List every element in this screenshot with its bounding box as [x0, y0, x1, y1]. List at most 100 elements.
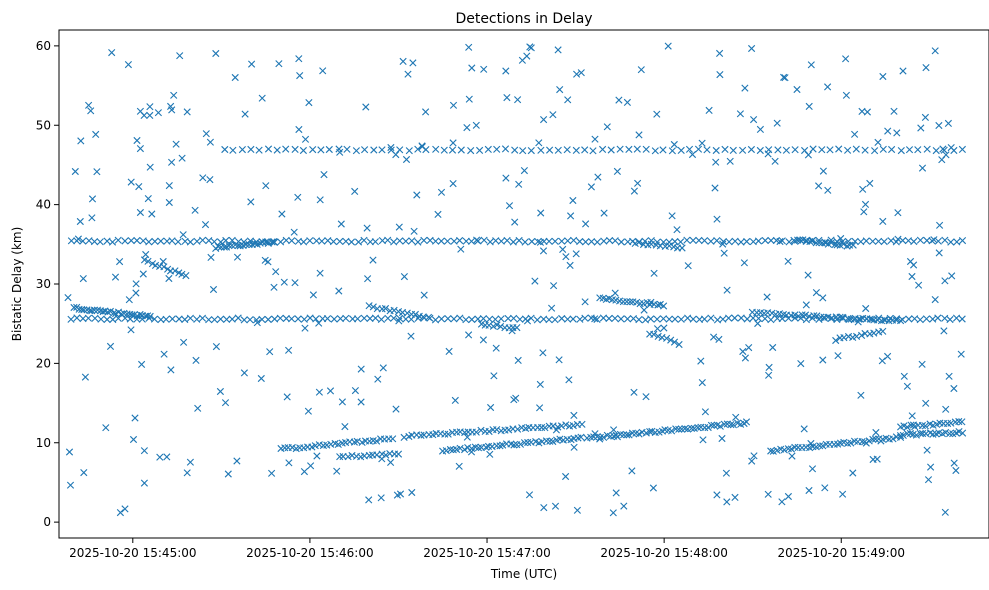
data-point: [456, 444, 464, 452]
data-point: [121, 505, 129, 513]
data-point: [596, 433, 604, 441]
data-point: [264, 145, 273, 153]
data-point: [266, 348, 274, 356]
data-point: [959, 429, 967, 437]
data-point: [258, 315, 266, 323]
data-point: [193, 315, 201, 323]
data-point: [467, 147, 475, 155]
data-point: [116, 258, 124, 266]
data-point: [393, 491, 401, 499]
data-point: [828, 314, 836, 322]
data-point: [531, 277, 539, 285]
data-point: [473, 236, 481, 244]
data-point: [700, 315, 709, 323]
data-point: [593, 238, 601, 246]
data-point: [276, 314, 284, 322]
data-point: [199, 174, 207, 182]
data-point: [336, 237, 344, 245]
data-point: [486, 238, 494, 246]
data-point: [198, 314, 207, 322]
data-point: [168, 237, 176, 245]
data-point: [784, 445, 792, 453]
data-point: [737, 238, 745, 246]
data-point: [96, 238, 104, 246]
data-point: [486, 450, 494, 458]
data-point: [108, 49, 116, 57]
data-point: [64, 294, 72, 302]
data-point: [623, 315, 632, 323]
data-point: [701, 408, 709, 416]
data-point: [408, 488, 416, 497]
data-point: [771, 157, 779, 165]
data-point: [800, 425, 808, 433]
data-point: [403, 309, 411, 317]
data-point: [725, 314, 733, 322]
data-point: [660, 302, 668, 310]
data-point: [546, 437, 554, 445]
data-point: [132, 289, 140, 297]
data-point: [73, 314, 81, 322]
data-point: [742, 418, 751, 426]
data-point: [342, 314, 350, 322]
data-point: [236, 242, 244, 250]
data-point: [301, 135, 310, 143]
data-point: [238, 146, 246, 154]
data-point: [472, 121, 480, 129]
data-point: [146, 163, 154, 171]
data-point: [305, 99, 313, 107]
data-point: [282, 145, 290, 153]
data-point: [916, 316, 924, 324]
data-point: [946, 315, 954, 324]
data-point: [958, 145, 966, 153]
data-point: [712, 158, 720, 166]
data-point: [952, 466, 960, 475]
data-point: [675, 340, 683, 349]
data-point: [935, 121, 943, 130]
data-point: [261, 256, 269, 264]
data-point: [268, 238, 276, 246]
data-point: [944, 119, 952, 127]
data-point: [570, 443, 578, 451]
data-point: [695, 236, 703, 244]
y-tick-label: 10: [36, 436, 51, 450]
data-point: [485, 315, 494, 323]
data-point: [587, 183, 595, 191]
data-point: [637, 66, 645, 74]
data-point: [387, 143, 395, 152]
data-point: [562, 472, 570, 481]
data-point: [646, 428, 654, 436]
data-point: [313, 452, 321, 460]
data-point: [282, 236, 290, 244]
data-point: [650, 269, 658, 277]
data-point: [887, 237, 895, 245]
data-point: [826, 146, 834, 154]
data-point: [609, 509, 617, 517]
data-point: [324, 237, 332, 245]
data-point: [739, 146, 747, 154]
data-point: [518, 56, 526, 64]
data-point: [569, 422, 577, 430]
data-point: [268, 469, 276, 477]
data-point: [567, 212, 575, 220]
data-point: [672, 425, 680, 433]
data-point: [812, 289, 820, 297]
data-point: [277, 238, 285, 246]
data-point: [248, 60, 256, 68]
data-point: [806, 237, 814, 246]
data-point: [361, 146, 369, 154]
data-point: [371, 314, 380, 322]
data-point: [290, 228, 298, 236]
data-point: [754, 319, 762, 328]
data-point: [338, 398, 346, 406]
data-point: [808, 237, 816, 245]
data-point: [326, 387, 335, 395]
data-point: [402, 155, 411, 164]
data-point: [400, 273, 408, 281]
data-point: [443, 237, 452, 245]
data-point: [503, 236, 511, 245]
data-point: [747, 145, 755, 154]
data-point: [132, 280, 140, 288]
data-point: [280, 278, 288, 286]
data-point: [496, 322, 505, 331]
data-point: [941, 314, 949, 322]
